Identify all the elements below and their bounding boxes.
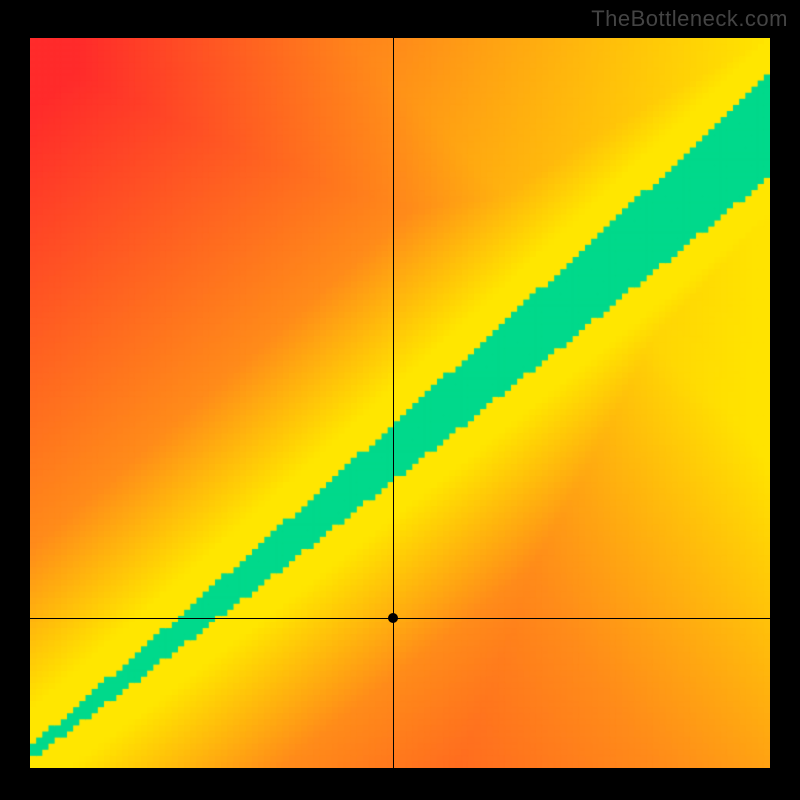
figure-container: TheBottleneck.com <box>0 0 800 800</box>
crosshair-horizontal <box>30 618 770 619</box>
crosshair-vertical <box>393 38 394 768</box>
watermark-text: TheBottleneck.com <box>591 6 788 32</box>
crosshair-marker <box>388 613 398 623</box>
heatmap-canvas <box>30 38 770 768</box>
plot-area <box>30 38 770 768</box>
